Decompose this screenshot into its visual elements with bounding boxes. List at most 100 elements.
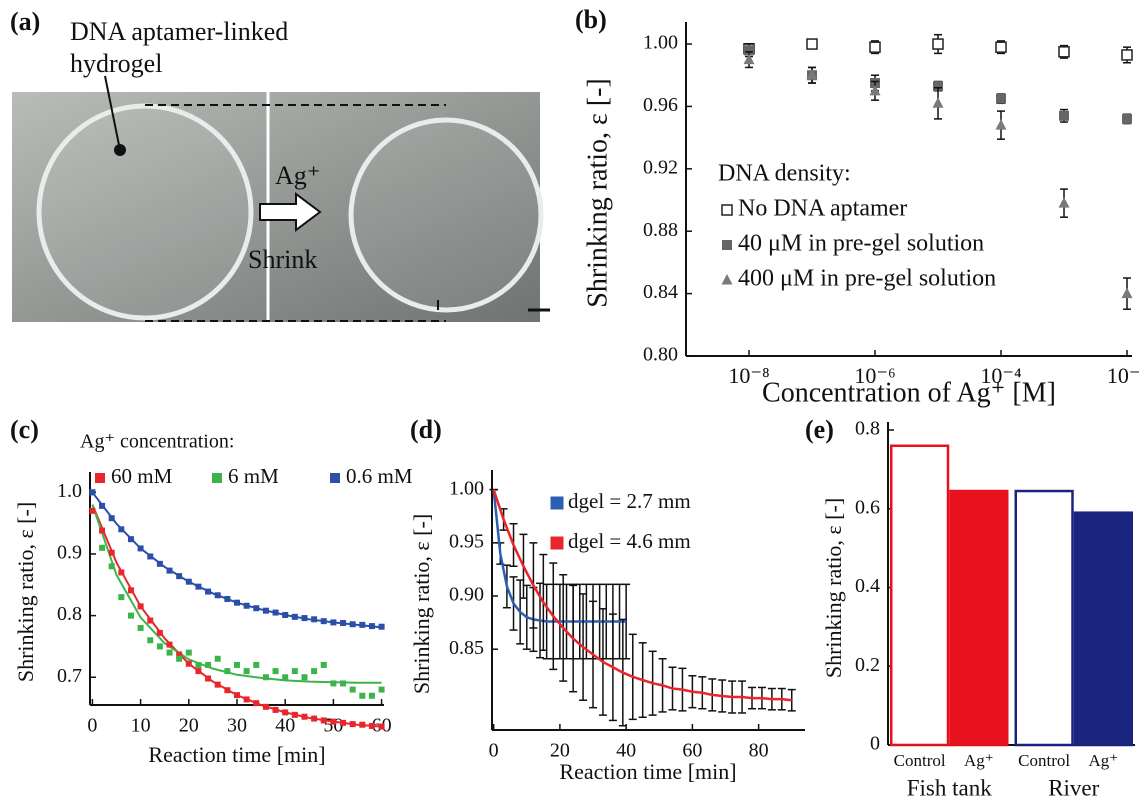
marker xyxy=(205,661,212,668)
legend-label: 0.6 mM xyxy=(346,464,413,488)
marker xyxy=(127,612,134,619)
y-axis-label: Shrinking ratio, ε [-] xyxy=(821,498,846,678)
marker xyxy=(272,706,279,713)
bar xyxy=(1073,511,1133,747)
panel-label: (c) xyxy=(10,415,39,444)
marker xyxy=(1121,287,1133,299)
y-tick-label: 0.95 xyxy=(449,530,484,552)
marker xyxy=(166,641,173,648)
x-tick-label: 60 xyxy=(682,740,702,762)
panel-label: (a) xyxy=(10,7,40,36)
marker xyxy=(185,578,192,585)
group-label: River xyxy=(1048,775,1099,800)
marker xyxy=(933,81,944,92)
caption: DNA aptamer-linked xyxy=(70,17,288,46)
marker xyxy=(176,651,183,658)
y-tick-label: 0.88 xyxy=(643,219,678,241)
marker xyxy=(272,609,279,616)
marker xyxy=(349,721,356,728)
marker xyxy=(262,703,269,710)
y-tick-label: 0.92 xyxy=(643,156,678,178)
panel-label: (d) xyxy=(410,415,442,444)
y-tick-label: 1.0 xyxy=(57,480,82,502)
arrow-label: Shrink xyxy=(248,245,317,274)
bar xyxy=(949,489,1009,747)
marker xyxy=(340,620,347,627)
marker xyxy=(995,41,1007,53)
y-tick-label: 0.7 xyxy=(57,665,82,687)
marker xyxy=(224,668,231,675)
marker xyxy=(330,718,337,725)
marker xyxy=(224,687,231,694)
y-tick-label: 1.00 xyxy=(449,477,484,499)
y-tick-label: 0.4 xyxy=(855,575,880,597)
marker xyxy=(282,674,289,681)
x-tick-label: 10⁻⁸ xyxy=(728,363,769,388)
marker xyxy=(253,700,260,707)
marker xyxy=(147,553,154,560)
marker xyxy=(349,686,356,693)
y-tick-label: 0.9 xyxy=(57,542,82,564)
marker xyxy=(89,507,96,514)
pointer-dot xyxy=(114,144,126,156)
marker xyxy=(185,649,192,656)
x-tick-label: Control xyxy=(894,751,946,770)
marker xyxy=(137,545,144,552)
arrow-label: Ag⁺ xyxy=(275,161,321,190)
marker xyxy=(1058,46,1070,58)
legend-label: dgel = 4.6 mm xyxy=(568,529,691,553)
y-tick-label: 0.84 xyxy=(643,281,678,303)
legend-marker xyxy=(550,536,564,550)
bar xyxy=(1014,489,1074,747)
marker xyxy=(378,723,385,730)
marker xyxy=(1059,110,1070,121)
marker xyxy=(214,681,221,688)
marker xyxy=(311,715,318,722)
marker xyxy=(243,696,250,703)
marker xyxy=(156,560,163,567)
bar xyxy=(890,444,950,747)
marker xyxy=(195,668,202,675)
marker xyxy=(234,599,240,606)
marker xyxy=(869,41,881,53)
line xyxy=(492,489,792,702)
group-label: Fish tank xyxy=(907,775,992,800)
y-tick-label: 0.6 xyxy=(855,496,880,518)
marker xyxy=(243,668,250,675)
pointer xyxy=(104,75,121,151)
marker xyxy=(330,619,337,626)
marker xyxy=(234,692,240,699)
legend-title: DNA density: xyxy=(718,161,851,187)
marker xyxy=(368,692,375,699)
marker xyxy=(185,660,192,667)
marker xyxy=(320,717,327,724)
x-tick-label: 0 xyxy=(489,740,499,762)
marker xyxy=(368,623,375,630)
marker xyxy=(166,649,173,656)
marker xyxy=(932,38,944,50)
marker xyxy=(195,661,202,668)
marker xyxy=(330,680,337,687)
marker xyxy=(108,563,115,570)
x-tick-label: 20 xyxy=(550,740,570,762)
marker xyxy=(99,544,106,551)
y-tick-label: 0.80 xyxy=(643,344,678,366)
legend-title: Ag⁺ concentration: xyxy=(80,431,234,453)
x-tick-label: 10⁻⁴ xyxy=(980,363,1022,388)
marker xyxy=(1058,197,1070,208)
x-axis-label: Reaction time [min] xyxy=(559,759,736,784)
fit-line xyxy=(91,504,382,684)
marker xyxy=(359,621,366,628)
marker xyxy=(359,692,366,699)
marker xyxy=(127,536,134,543)
y-tick-label: 1.00 xyxy=(643,32,678,54)
marker xyxy=(156,643,163,650)
marker xyxy=(262,607,269,614)
legend-label: 6 mM xyxy=(228,464,279,488)
marker xyxy=(340,719,347,726)
marker xyxy=(176,573,183,580)
hydrogel xyxy=(348,117,544,313)
legend-marker xyxy=(721,204,733,216)
marker xyxy=(147,617,154,624)
panel-label: (b) xyxy=(575,5,607,34)
